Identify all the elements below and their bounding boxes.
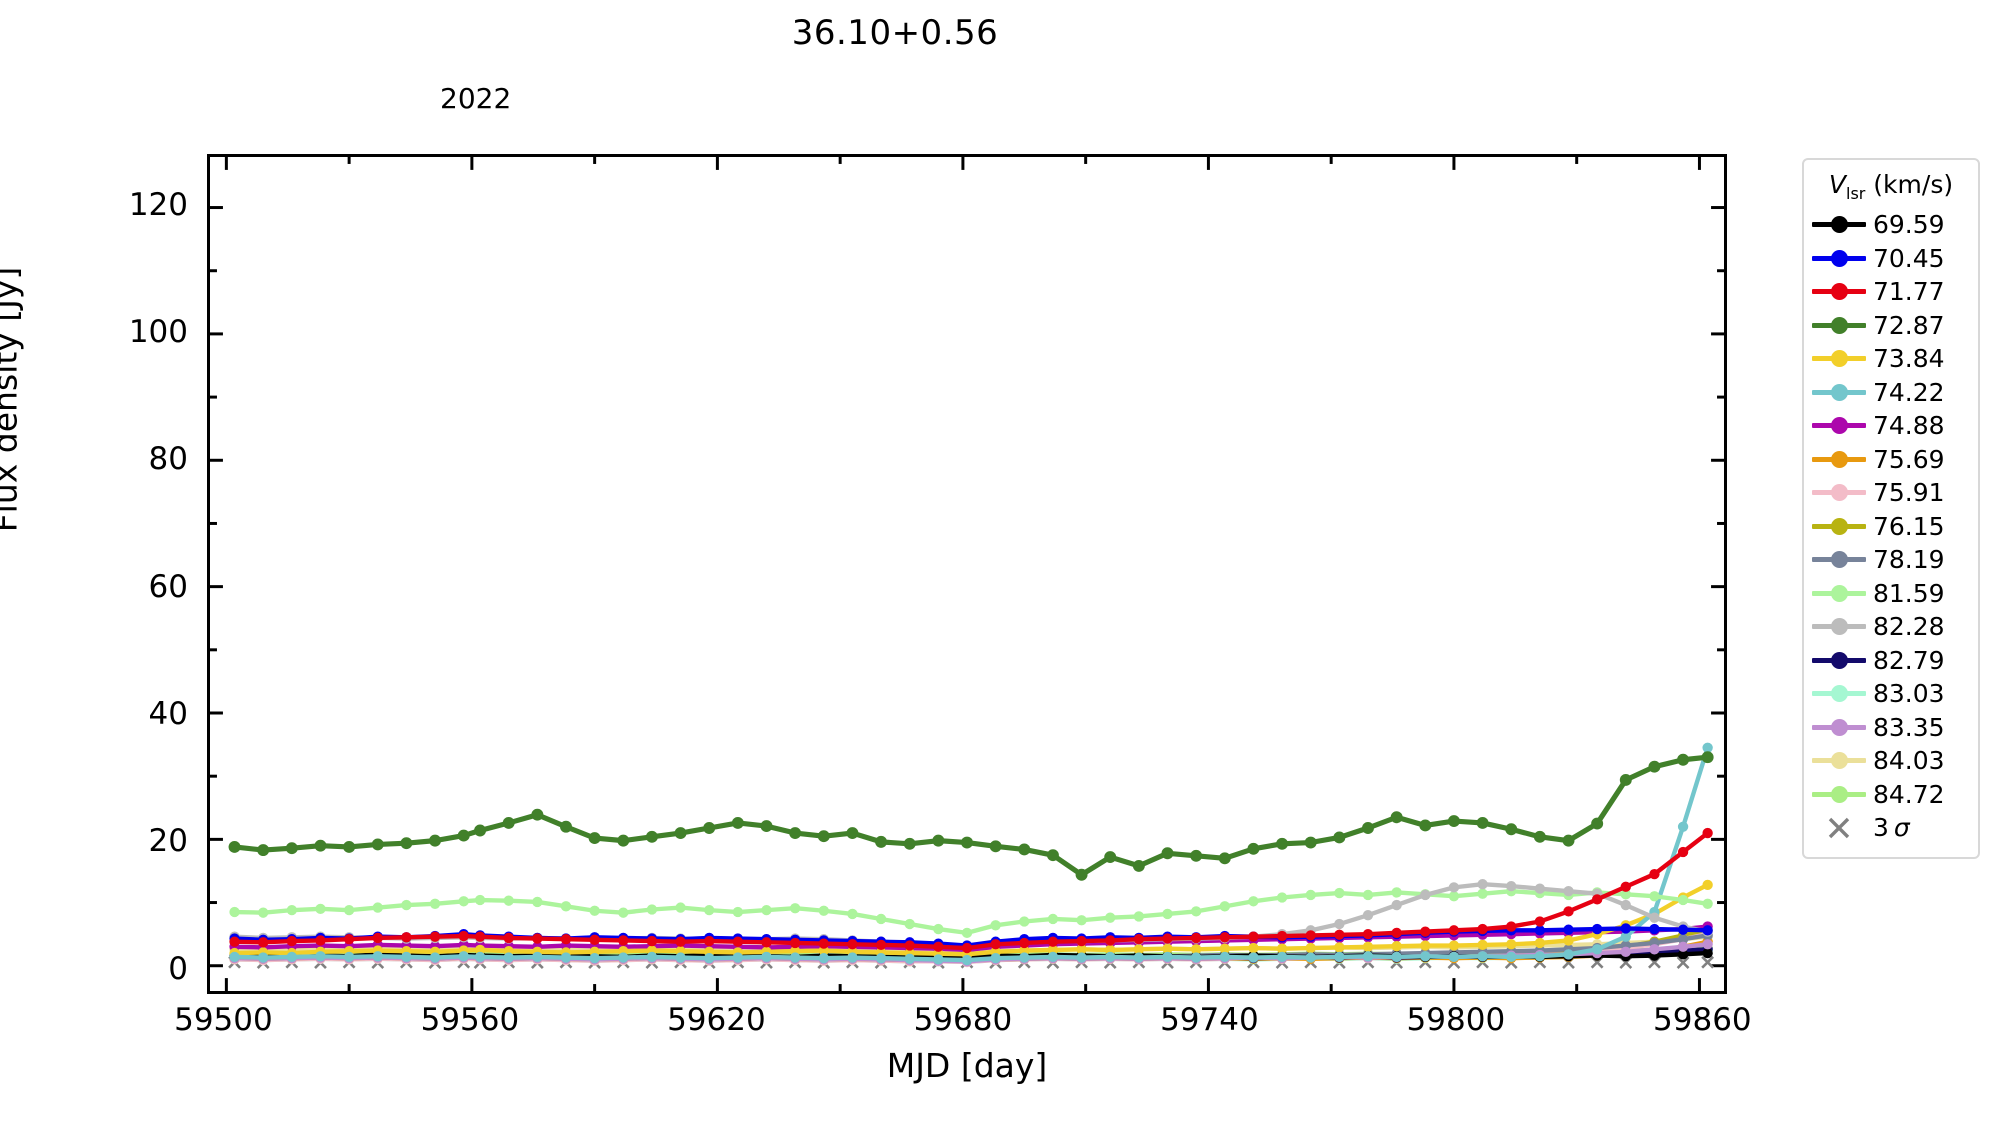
legend-swatch-icon <box>1812 714 1866 740</box>
series-7422 <box>229 742 1713 966</box>
legend-item[interactable]: 82.28 <box>1812 610 1970 644</box>
legend-swatch-icon <box>1812 212 1866 238</box>
series-7287 <box>228 751 1714 881</box>
y-tick-label: 40 <box>148 696 188 732</box>
legend-item-label: 72.87 <box>1873 310 1945 340</box>
y-tick-label: 60 <box>148 568 188 605</box>
legend-swatch-icon <box>1812 647 1866 673</box>
legend-item[interactable]: 74.22 <box>1812 376 1970 410</box>
legend-item[interactable]: 75.69 <box>1812 443 1970 477</box>
legend-item-label: 82.28 <box>1873 612 1945 642</box>
y-tick-label: 0 <box>168 950 188 987</box>
legend-item-label: 71.77 <box>1873 277 1945 307</box>
legend-item-label: 74.88 <box>1873 411 1945 441</box>
legend-item-label: 81.59 <box>1873 578 1945 608</box>
legend-item[interactable]: 69.59 <box>1812 208 1970 242</box>
legend-swatch-icon <box>1812 480 1866 506</box>
legend-item-label: 70.45 <box>1873 243 1945 273</box>
legend-item-label: 84.72 <box>1873 779 1945 809</box>
y-tick-label: 80 <box>148 441 188 478</box>
legend-item-label: 83.35 <box>1873 712 1945 742</box>
legend-item[interactable]: 83.03 <box>1812 677 1970 711</box>
chart-svg <box>210 157 1724 991</box>
year-annotation: 2022 <box>440 82 512 115</box>
x-tick-label: 59680 <box>913 1002 1013 1038</box>
legend-swatch-icon <box>1812 279 1866 305</box>
legend-swatch-icon <box>1812 748 1866 774</box>
legend-item[interactable]: 73.84 <box>1812 342 1970 376</box>
legend-item-label: 84.03 <box>1873 746 1945 776</box>
legend-item[interactable]: 70.45 <box>1812 242 1970 276</box>
legend-item[interactable]: 72.87 <box>1812 309 1970 343</box>
legend-swatch-icon <box>1812 379 1866 405</box>
page-title: 36.10+0.56 <box>791 13 999 53</box>
legend-swatch-icon <box>1812 346 1866 372</box>
legend-swatch-icon <box>1812 513 1866 539</box>
legend-item-label: 69.59 <box>1873 210 1945 240</box>
legend-item[interactable]: 71.77 <box>1812 275 1970 309</box>
legend-item[interactable]: 76.15 <box>1812 510 1970 544</box>
series-8228 <box>229 879 1713 952</box>
legend-item[interactable]: 78.19 <box>1812 543 1970 577</box>
legend-swatch-icon <box>1812 245 1866 271</box>
legend-item[interactable]: 84.03 <box>1812 744 1970 778</box>
legend-title: Vlsr (km/s) <box>1828 170 1954 203</box>
legend-item-label: 3 σ <box>1873 813 1910 843</box>
series-7177 <box>229 827 1713 954</box>
x-tick-label: 59620 <box>667 1002 766 1038</box>
legend-item[interactable]: 82.79 <box>1812 644 1970 678</box>
legend-swatch-icon <box>1812 547 1866 573</box>
legend-item-label: 83.03 <box>1873 679 1945 709</box>
legend-item-label: 73.84 <box>1873 344 1945 374</box>
legend-item[interactable]: 74.88 <box>1812 409 1970 443</box>
legend-item-label: 74.22 <box>1873 377 1945 407</box>
x-tick-label: 59500 <box>174 1002 273 1038</box>
axis-ticks <box>210 157 1724 991</box>
x-tick-label: 59740 <box>1160 1002 1259 1038</box>
y-tick-label: 20 <box>148 823 188 860</box>
legend-swatch-icon <box>1812 781 1866 807</box>
legend-swatch-icon <box>1812 446 1866 472</box>
legend-swatch-icon <box>1812 413 1866 439</box>
legend-entries: 69.59 70.45 71.77 72.87 73.84 74.22 74.88 75.69… <box>1812 208 1970 845</box>
legend-item-label: 78.19 <box>1873 545 1945 575</box>
legend-item-label: 82.79 <box>1873 645 1945 675</box>
legend-item-sigma[interactable]: 3 σ <box>1812 811 1970 845</box>
legend-item[interactable]: 75.91 <box>1812 476 1970 510</box>
legend-swatch-icon <box>1812 681 1866 707</box>
legend-swatch-icon <box>1812 614 1866 640</box>
legend-swatch-icon <box>1812 580 1866 606</box>
legend-item-label: 76.15 <box>1873 511 1945 541</box>
legend-swatch-icon <box>1812 312 1866 338</box>
y-tick-label: 120 <box>128 186 188 223</box>
plot-area <box>207 154 1727 994</box>
legend: Vlsr (km/s) 69.59 70.45 71.77 72.87 73.84 74.… <box>1802 158 1980 859</box>
legend-item-label: 75.69 <box>1873 444 1945 474</box>
legend-item-label: 75.91 <box>1873 478 1945 508</box>
x-tick-label: 59560 <box>420 1002 520 1038</box>
x-tick-label: 59860 <box>1653 1002 1752 1038</box>
cross-icon <box>1812 815 1866 841</box>
x-axis-label: MJD [day] <box>886 1046 1048 1085</box>
y-tick-label: 100 <box>128 314 188 351</box>
legend-item[interactable]: 83.35 <box>1812 711 1970 745</box>
legend-item[interactable]: 84.72 <box>1812 778 1970 812</box>
y-axis-label: Flux density [Jy] <box>0 266 25 533</box>
x-tick-label: 59800 <box>1406 1002 1506 1038</box>
legend-item[interactable]: 81.59 <box>1812 577 1970 611</box>
